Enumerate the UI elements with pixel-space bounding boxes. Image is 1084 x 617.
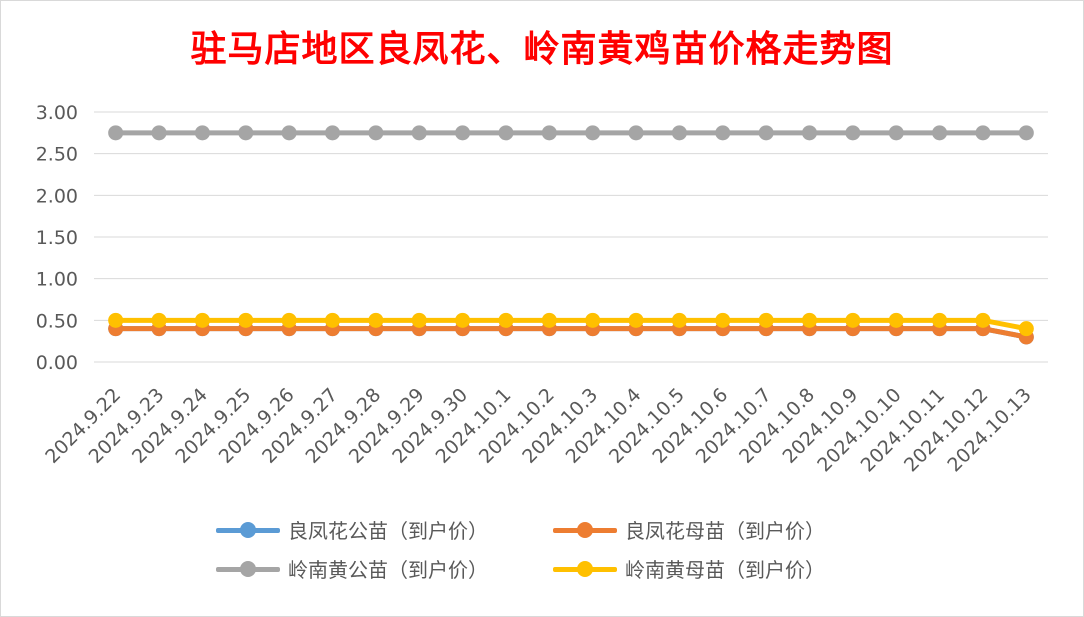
data-point (715, 312, 731, 328)
data-point (1018, 125, 1034, 141)
data-point (1018, 321, 1034, 337)
data-point (758, 125, 774, 141)
y-tick-label: 2.00 (36, 185, 78, 207)
data-point (281, 125, 297, 141)
legend-swatch-lfh-female (553, 521, 617, 538)
data-point (411, 125, 427, 141)
legend-row-1: 良凤花公苗（到户价） 良凤花母苗（到户价） (0, 510, 1084, 549)
data-point (541, 312, 557, 328)
legend-label: 良凤花母苗（到户价） (625, 519, 825, 543)
data-point (281, 312, 297, 328)
data-point (325, 125, 340, 141)
data-point (498, 312, 514, 328)
data-point (628, 312, 644, 328)
data-point (802, 125, 817, 141)
data-point (845, 125, 861, 141)
y-tick-label: 0.50 (36, 310, 78, 332)
legend-item-lnh-male: 岭南黄公苗（到户价） (216, 554, 531, 583)
legend-label: 岭南黄母苗（到户价） (625, 558, 825, 582)
data-point (715, 125, 731, 141)
data-point (368, 312, 384, 328)
legend-swatch-lnh-male (216, 560, 280, 577)
data-point (975, 125, 991, 141)
data-point (368, 125, 384, 141)
data-point (108, 125, 124, 141)
data-point (455, 125, 471, 141)
data-point (238, 312, 254, 328)
data-point (238, 125, 254, 141)
data-point (845, 312, 861, 328)
data-point (455, 312, 471, 328)
data-point (108, 312, 124, 328)
y-tick-label: 2.50 (36, 144, 78, 166)
data-point (802, 312, 817, 328)
data-point (411, 312, 427, 328)
legend-item-lfh-male: 良凤花公苗（到户价） (216, 515, 531, 544)
legend-swatch-lfh-male (216, 521, 280, 538)
data-point (975, 312, 991, 328)
data-point (671, 312, 687, 328)
y-tick-label: 1.50 (36, 227, 78, 249)
y-tick-label: 0.00 (36, 352, 78, 374)
data-point (758, 312, 774, 328)
data-point (194, 312, 210, 328)
data-point (585, 312, 601, 328)
data-point (325, 312, 340, 328)
data-point (194, 125, 210, 141)
legend-item-lnh-female: 岭南黄母苗（到户价） (553, 554, 868, 583)
data-point (151, 312, 167, 328)
data-point (585, 125, 601, 141)
legend-swatch-lnh-female (553, 560, 617, 577)
legend-item-lfh-female: 良凤花母苗（到户价） (553, 515, 868, 544)
legend-label: 岭南黄公苗（到户价） (288, 558, 488, 582)
legend-row-2: 岭南黄公苗（到户价） 岭南黄母苗（到户价） (0, 549, 1084, 588)
data-point (888, 125, 904, 141)
legend: 良凤花公苗（到户价） 良凤花母苗（到户价） 岭南黄公苗（到户价） 岭南黄母苗（到… (0, 510, 1084, 588)
data-point (932, 125, 948, 141)
data-point (541, 125, 557, 141)
legend-label: 良凤花公苗（到户价） (288, 519, 488, 543)
data-point (628, 125, 644, 141)
chart-title: 驻马店地区良凤花、岭南黄鸡苗价格走势图 (190, 28, 894, 70)
y-tick-label: 3.00 (36, 102, 78, 124)
data-point (888, 312, 904, 328)
series-line (113, 326, 1029, 340)
data-point (498, 125, 514, 141)
data-point (932, 312, 948, 328)
data-point (671, 125, 687, 141)
data-point (151, 125, 167, 141)
y-tick-label: 1.00 (36, 269, 78, 291)
series-line (113, 317, 1029, 332)
